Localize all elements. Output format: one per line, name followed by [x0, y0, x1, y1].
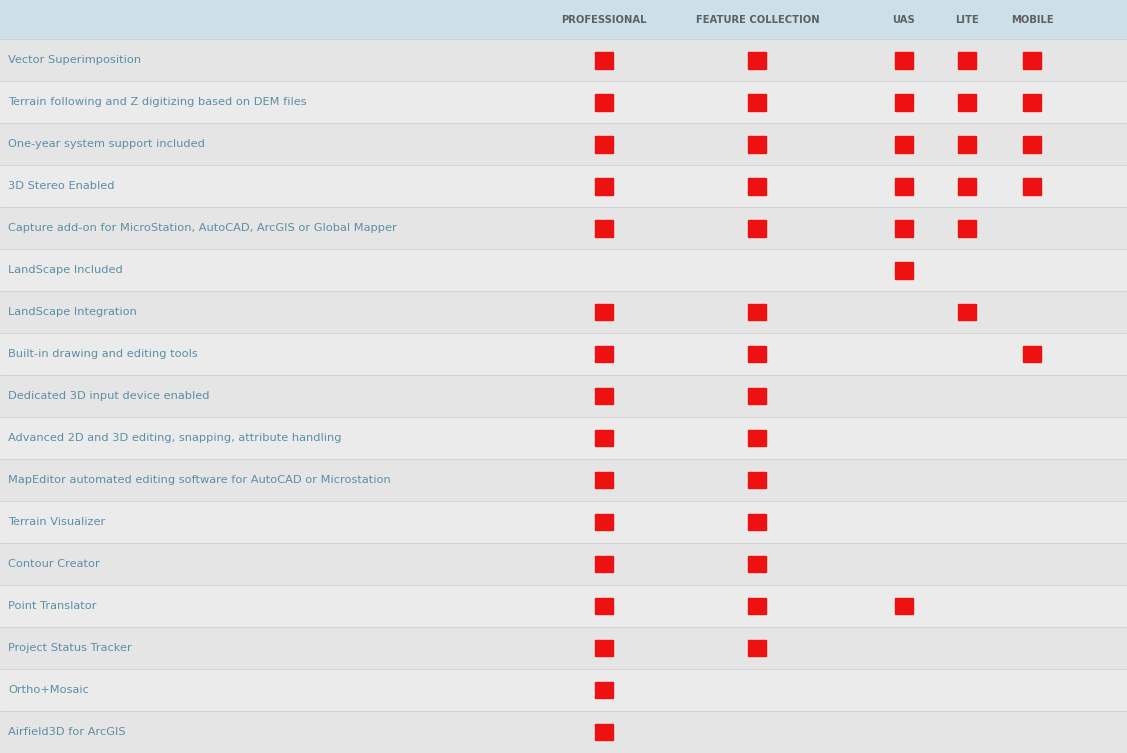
Bar — [748, 639, 766, 657]
Bar — [0, 501, 1127, 543]
Text: Capture add-on for MicroStation, AutoCAD, ArcGIS or Global Mapper: Capture add-on for MicroStation, AutoCAD… — [8, 223, 397, 233]
Text: MOBILE: MOBILE — [1011, 14, 1054, 25]
Bar — [595, 346, 613, 362]
Bar — [748, 430, 766, 447]
Bar — [0, 543, 1127, 585]
Bar — [0, 711, 1127, 753]
Bar — [595, 556, 613, 572]
Bar — [748, 388, 766, 404]
Text: One-year system support included: One-year system support included — [8, 139, 205, 149]
Bar — [1023, 93, 1041, 111]
Bar — [958, 52, 976, 69]
Bar — [895, 52, 913, 69]
Text: Dedicated 3D input device enabled: Dedicated 3D input device enabled — [8, 391, 210, 401]
Text: Terrain Visualizer: Terrain Visualizer — [8, 517, 105, 527]
Bar — [595, 598, 613, 614]
Bar — [748, 303, 766, 321]
Bar — [0, 291, 1127, 333]
Bar — [595, 388, 613, 404]
Bar — [895, 136, 913, 153]
Bar — [958, 93, 976, 111]
Text: UAS: UAS — [893, 14, 915, 25]
Text: Project Status Tracker: Project Status Tracker — [8, 643, 132, 653]
Bar — [0, 669, 1127, 711]
Bar — [895, 178, 913, 194]
Bar — [958, 303, 976, 321]
Bar — [595, 52, 613, 69]
Text: Ortho+Mosaic: Ortho+Mosaic — [8, 685, 89, 695]
Bar — [895, 598, 913, 614]
Bar — [958, 136, 976, 153]
Text: 3D Stereo Enabled: 3D Stereo Enabled — [8, 181, 114, 191]
Bar — [0, 123, 1127, 165]
Bar — [748, 514, 766, 530]
Bar — [0, 417, 1127, 459]
Text: LandScape Included: LandScape Included — [8, 265, 123, 275]
Bar — [595, 724, 613, 740]
Bar — [0, 0, 1127, 39]
Bar — [0, 207, 1127, 249]
Bar — [0, 459, 1127, 501]
Bar — [748, 136, 766, 153]
Bar — [895, 220, 913, 236]
Bar — [748, 598, 766, 614]
Text: Built-in drawing and editing tools: Built-in drawing and editing tools — [8, 349, 197, 359]
Bar — [748, 346, 766, 362]
Bar — [595, 303, 613, 321]
Bar — [0, 81, 1127, 123]
Bar — [748, 471, 766, 489]
Text: PROFESSIONAL: PROFESSIONAL — [561, 14, 647, 25]
Text: Advanced 2D and 3D editing, snapping, attribute handling: Advanced 2D and 3D editing, snapping, at… — [8, 433, 341, 443]
Bar — [0, 585, 1127, 627]
Bar — [595, 93, 613, 111]
Bar — [1023, 136, 1041, 153]
Text: MapEditor automated editing software for AutoCAD or Microstation: MapEditor automated editing software for… — [8, 475, 391, 485]
Bar — [958, 178, 976, 194]
Bar — [748, 178, 766, 194]
Bar — [595, 471, 613, 489]
Text: Point Translator: Point Translator — [8, 601, 97, 611]
Bar — [0, 627, 1127, 669]
Bar — [595, 430, 613, 447]
Text: LITE: LITE — [955, 14, 979, 25]
Bar — [0, 333, 1127, 375]
Bar — [595, 136, 613, 153]
Text: Airfield3D for ArcGIS: Airfield3D for ArcGIS — [8, 727, 125, 737]
Bar — [958, 220, 976, 236]
Bar — [1023, 52, 1041, 69]
Bar — [748, 52, 766, 69]
Bar — [0, 165, 1127, 207]
Bar — [595, 639, 613, 657]
Bar — [595, 178, 613, 194]
Bar — [895, 262, 913, 279]
Bar — [895, 93, 913, 111]
Text: Vector Superimposition: Vector Superimposition — [8, 55, 141, 66]
Bar — [1023, 346, 1041, 362]
Text: LandScape Integration: LandScape Integration — [8, 307, 136, 317]
Bar — [0, 249, 1127, 291]
Text: Terrain following and Z digitizing based on DEM files: Terrain following and Z digitizing based… — [8, 97, 307, 107]
Bar — [748, 93, 766, 111]
Text: Contour Creator: Contour Creator — [8, 559, 99, 569]
Bar — [595, 220, 613, 236]
Bar — [0, 39, 1127, 81]
Bar — [0, 375, 1127, 417]
Bar — [595, 681, 613, 699]
Bar — [1023, 178, 1041, 194]
Bar — [748, 556, 766, 572]
Bar — [595, 514, 613, 530]
Text: FEATURE COLLECTION: FEATURE COLLECTION — [695, 14, 819, 25]
Bar — [748, 220, 766, 236]
